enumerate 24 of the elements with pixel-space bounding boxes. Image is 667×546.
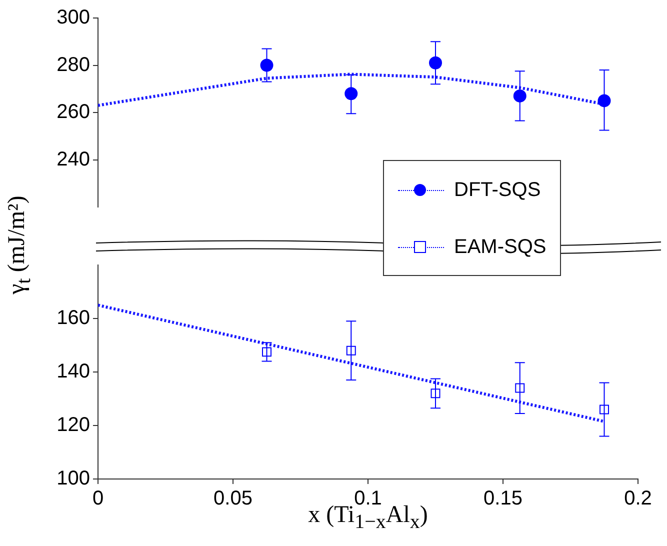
point [429, 56, 442, 70]
point [262, 347, 272, 357]
point [515, 383, 525, 393]
legend-label: DFT-SQS [454, 179, 541, 202]
x-tick-label: 0.2 [624, 488, 652, 510]
point [344, 87, 358, 100]
y-tick-label: 140 [56, 360, 90, 383]
y-tick-label: 160 [56, 307, 90, 330]
y-tick-label: 120 [56, 414, 90, 436]
point [260, 58, 274, 72]
y-tick-label: 100 [56, 468, 90, 490]
x-tick-label: 0.05 [214, 488, 252, 510]
legend-label: EAM-SQS [454, 236, 546, 259]
point [430, 388, 440, 398]
x-tick-label: 0.15 [484, 488, 522, 510]
y-tick-label: 240 [56, 148, 90, 170]
y-tick-label: 300 [56, 6, 90, 29]
point [513, 89, 526, 102]
point [346, 346, 356, 356]
x-tick-label: 0 [92, 488, 104, 510]
point [598, 94, 611, 108]
y-tick-label: 280 [56, 54, 90, 76]
y-tick-label: 260 [56, 101, 90, 124]
point [600, 404, 609, 414]
